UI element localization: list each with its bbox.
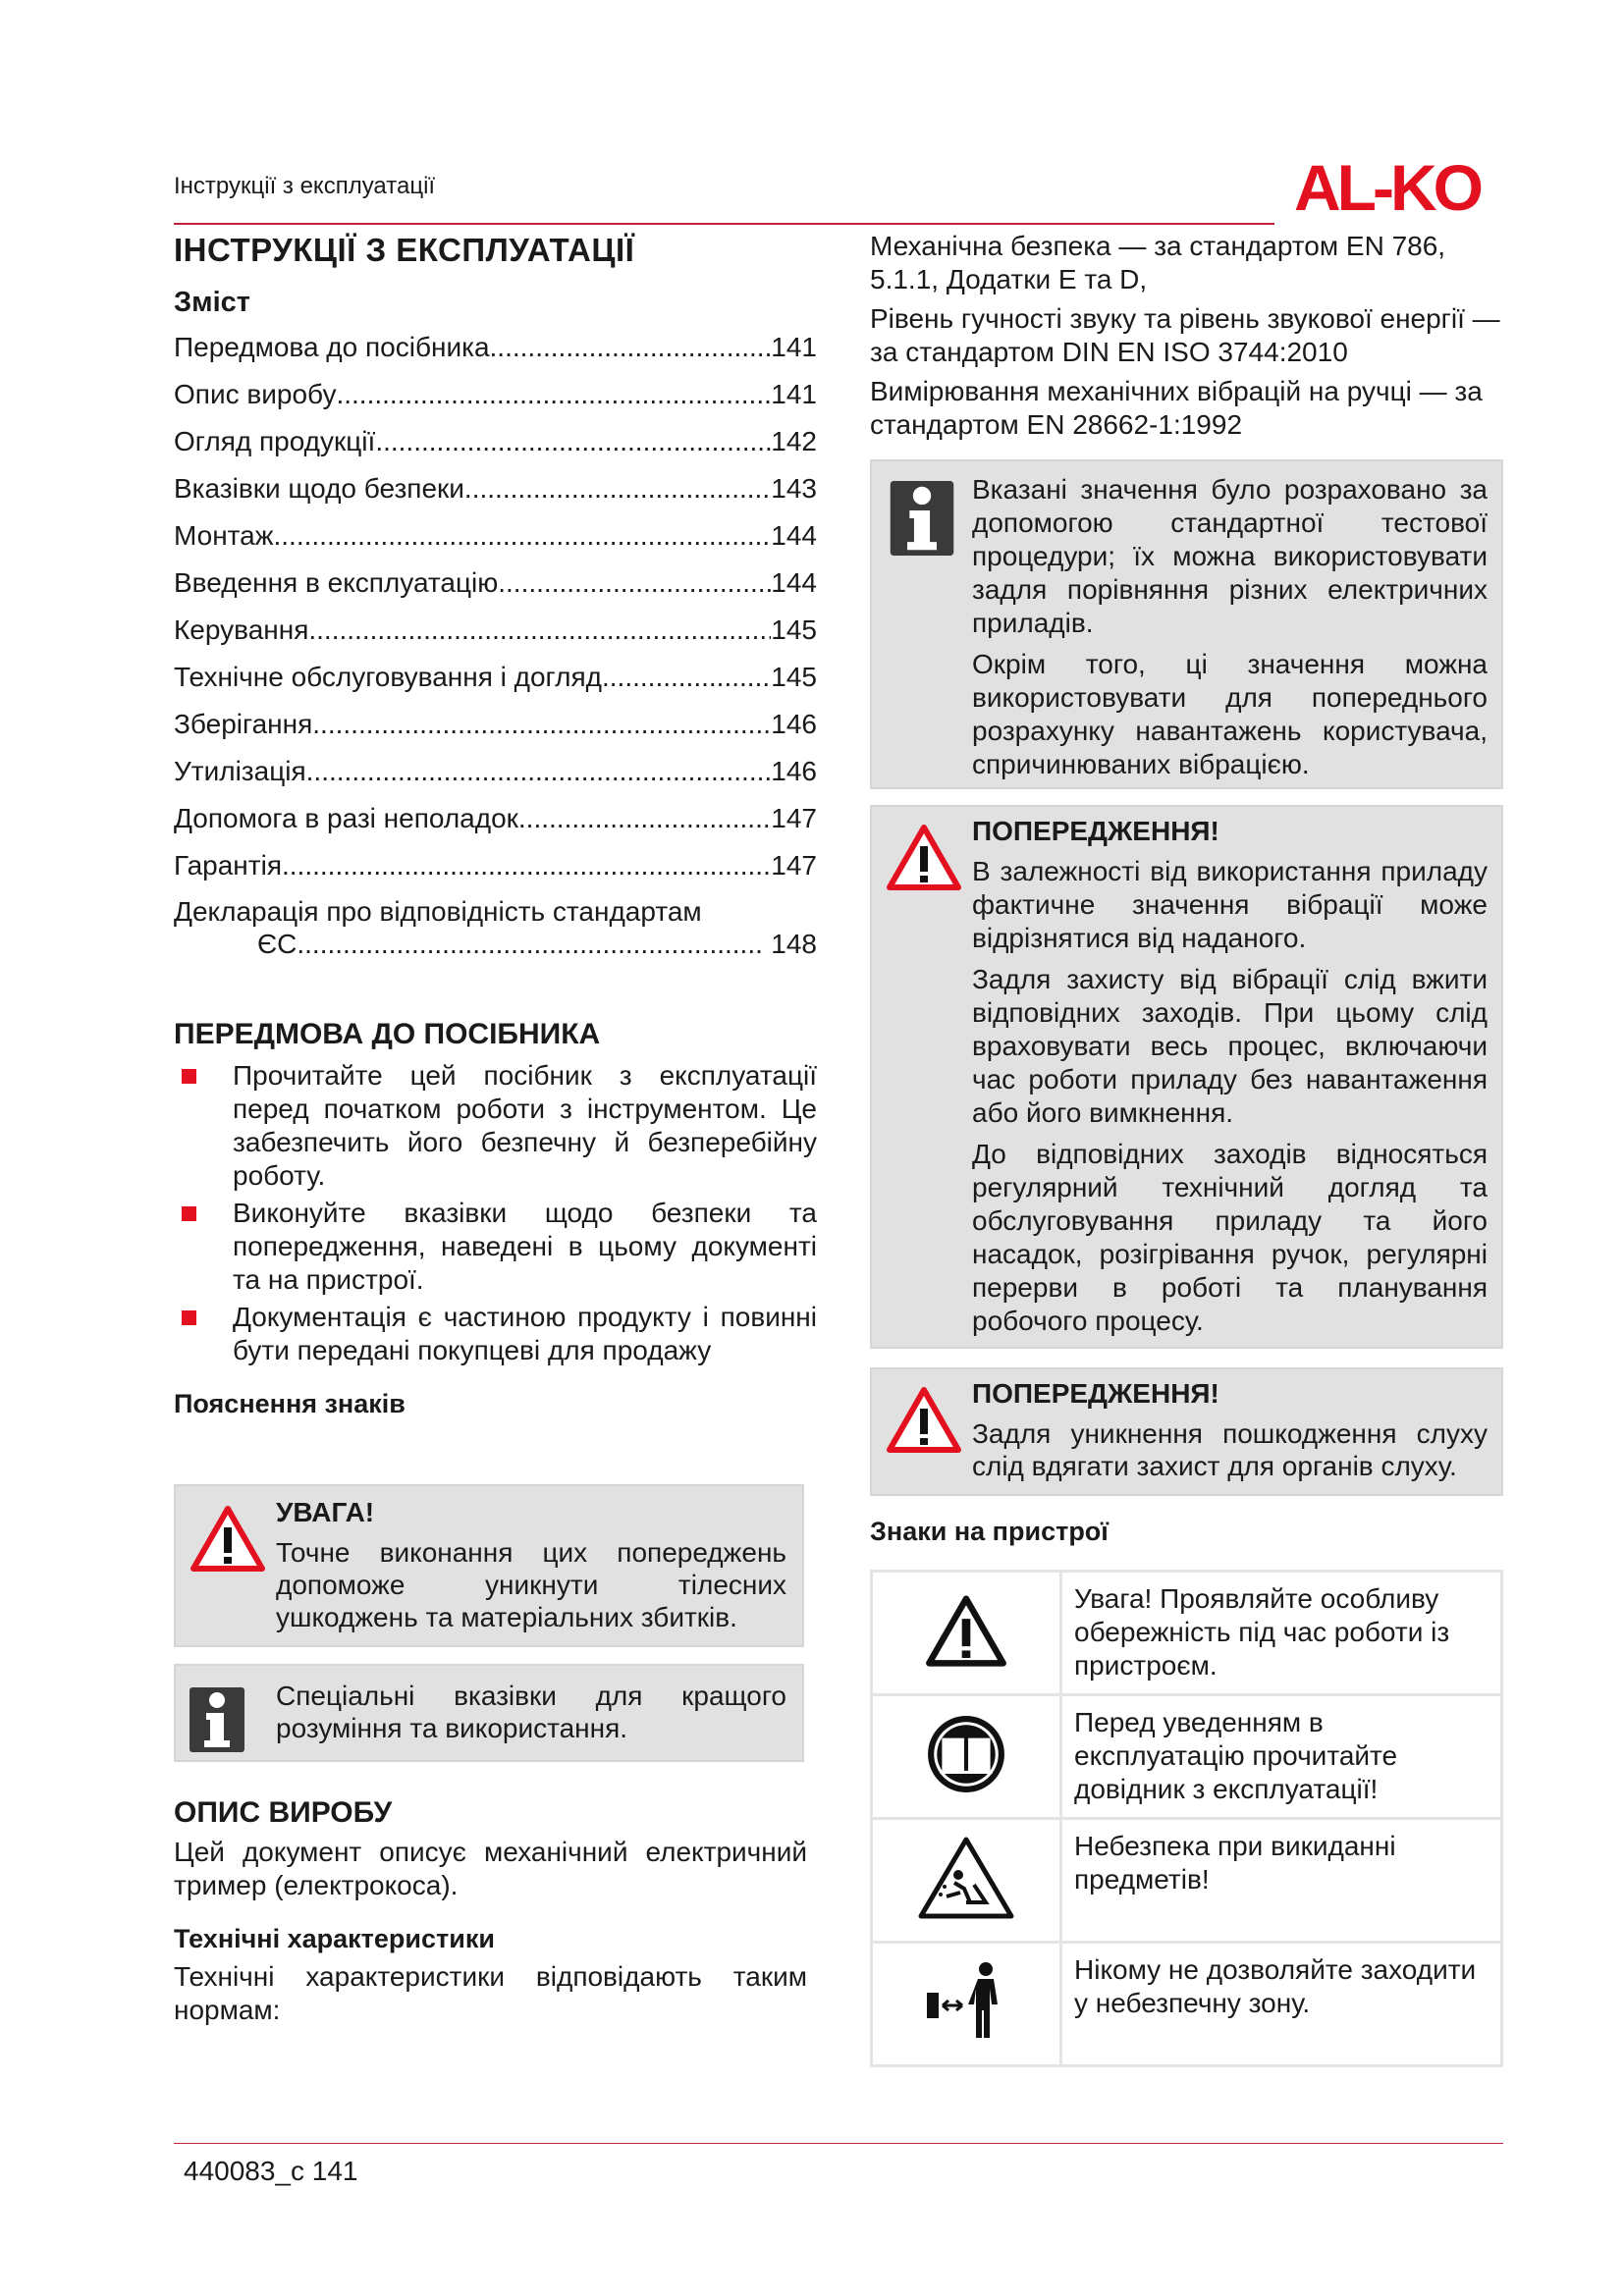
product-section: ОПИС ВИРОБУ Цей документ описує механічн… <box>174 1796 807 2025</box>
toc-item[interactable]: Опис виробу141 <box>174 378 817 411</box>
warning-triangle-icon <box>887 1387 961 1453</box>
toc-item[interactable]: Зберігання146 <box>174 708 817 741</box>
foreword-heading: ПЕРЕДМОВА ДО ПОСІБНИКА <box>174 1018 601 1050</box>
info-box: Спеціальні вказівки для кращого розумінн… <box>174 1664 804 1762</box>
page-title: ІНСТРУКЦІЇ З ЕКСПЛУАТАЦІЇ <box>174 232 635 268</box>
table-row: Небезпека при викиданні предметів! <box>870 1817 1503 1944</box>
footer-divider <box>174 2143 1503 2144</box>
table-of-contents: Передмова до посібника141 Опис виробу141 О… <box>174 331 817 882</box>
header-divider <box>174 223 1274 225</box>
toc-heading: Зміст <box>174 287 251 318</box>
left-column: ІНСТРУКЦІЇ З ЕКСПЛУАТАЦІЇ Зміст Передмов… <box>174 232 817 1419</box>
toc-item[interactable]: Введення в експлуатацію144 <box>174 566 817 600</box>
info-icon <box>890 481 954 556</box>
foreword-list: Прочитайте цей посібник з експлуатації п… <box>174 1059 817 1367</box>
table-row: Нікому не дозволяйте заходити у небезпеч… <box>870 1941 1503 2067</box>
device-signs-heading: Знаки на пристрої <box>870 1517 1109 1546</box>
thrown-objects-icon <box>918 1837 1014 1919</box>
table-row: Перед уведенням в експлуатацію прочитайт… <box>870 1693 1503 1820</box>
list-item: Прочитайте цей посібник з експлуатації п… <box>174 1059 817 1193</box>
running-header: Інструкції з експлуатації <box>174 173 436 199</box>
toc-item[interactable]: Утилізація146 <box>174 755 817 788</box>
warning-triangle-icon <box>190 1506 265 1572</box>
warning-box-vibration: ПОПЕРЕДЖЕННЯ! В залежності від використа… <box>870 805 1503 1349</box>
toc-item[interactable]: Керування145 <box>174 614 817 647</box>
warning-triangle-icon <box>926 1595 1006 1667</box>
read-manual-icon <box>928 1716 1004 1792</box>
table-row: Увага! Проявляйте особливу обережність п… <box>870 1570 1503 1696</box>
list-item: Документація є частиною продукту і повин… <box>174 1301 817 1367</box>
device-signs-table: Увага! Проявляйте особливу обережність п… <box>870 1570 1503 2067</box>
norms-list: Механічна безпека — за стандартом EN 786… <box>870 231 1500 440</box>
al-ko-logo: AL-KO <box>1294 155 1486 218</box>
toc-item[interactable]: Гарантія147 <box>174 849 817 882</box>
toc-item[interactable]: Технічне обслуговування і догляд145 <box>174 661 817 694</box>
list-item: Виконуйте вказівки щодо безпеки та попер… <box>174 1197 817 1297</box>
toc-item[interactable]: Допомога в разі неполадок147 <box>174 802 817 835</box>
warning-triangle-icon <box>887 825 961 890</box>
product-heading: ОПИС ВИРОБУ <box>174 1796 393 1829</box>
info-icon <box>189 1687 244 1752</box>
tech-heading: Технічні характеристики <box>174 1924 495 1953</box>
toc-item[interactable]: Монтаж144 <box>174 519 817 553</box>
info-box-vibration: Вказані значення було розраховано за доп… <box>870 459 1503 789</box>
svg-text:AL-KO: AL-KO <box>1294 155 1482 218</box>
keep-distance-icon <box>927 1962 998 2038</box>
toc-item[interactable]: Вказівки щодо безпеки143 <box>174 472 817 506</box>
toc-item[interactable]: Огляд продукції142 <box>174 425 817 458</box>
warning-box: УВАГА! Точне виконання цих попереджень д… <box>174 1484 804 1647</box>
signs-heading: Пояснення знаків <box>174 1389 406 1418</box>
toc-item[interactable]: Передмова до посібника141 <box>174 331 817 364</box>
toc-item-declaration[interactable]: Декларація про відповідність стандартам … <box>174 896 817 961</box>
footer-page-id: 440083_c 141 <box>184 2156 358 2186</box>
warning-box-hearing: ПОПЕРЕДЖЕННЯ! Задля уникнення пошкодженн… <box>870 1367 1503 1496</box>
